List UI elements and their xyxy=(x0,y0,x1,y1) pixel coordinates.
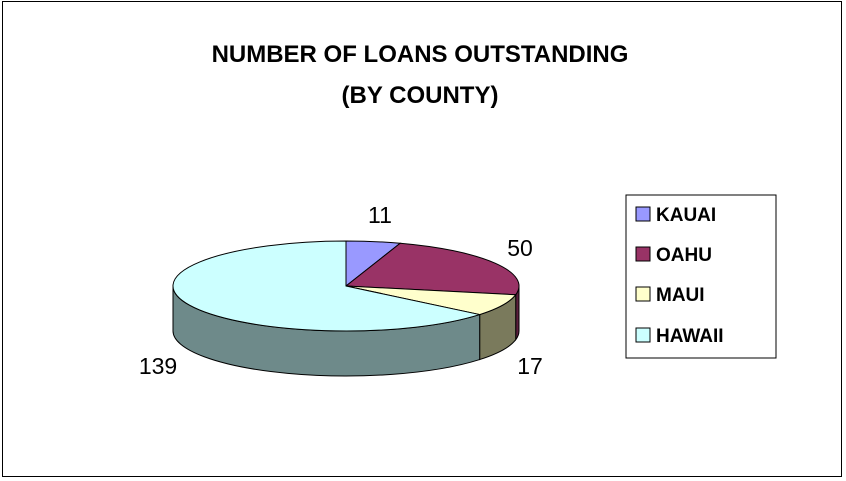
legend-swatch-hawaii xyxy=(635,327,651,343)
data-label-oahu: 50 xyxy=(507,235,533,261)
chart-title-line-1: NUMBER OF LOANS OUTSTANDING xyxy=(212,41,629,68)
pie-slice-hawaii xyxy=(172,240,482,332)
legend-label-maui: MAUI xyxy=(656,285,705,306)
data-label-maui: 17 xyxy=(517,353,543,379)
legend-swatch-oahu xyxy=(635,246,651,262)
legend-label-oahu: OAHU xyxy=(656,245,712,266)
legend-swatch-maui xyxy=(635,286,651,302)
pie-tops xyxy=(172,240,520,332)
legend-label-hawaii: HAWAII xyxy=(656,326,724,347)
legend-swatch-kauai xyxy=(635,206,651,222)
pie-slice-oahu xyxy=(344,242,520,296)
data-label-hawaii: 139 xyxy=(139,353,177,379)
legend-box xyxy=(625,194,777,359)
data-label-kauai: 11 xyxy=(368,202,392,228)
chart-title-line-2: (BY COUNTY) xyxy=(342,82,499,109)
legend-label-kauai: KAUAI xyxy=(656,205,716,226)
